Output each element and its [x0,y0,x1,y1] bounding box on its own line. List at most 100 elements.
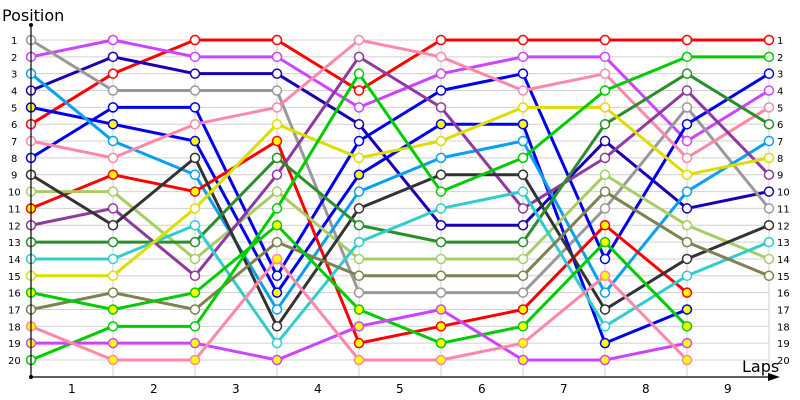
data-point-marker [763,186,775,197]
data-point-marker [189,236,201,248]
data-point-marker [271,287,283,298]
data-point-marker [107,321,119,332]
markers-light-green [25,169,775,265]
data-point-marker [107,337,119,349]
y-tick-label: 1 [11,36,17,47]
data-point-marker [271,169,283,180]
data-point-marker [107,186,119,197]
data-point-marker [435,85,447,96]
data-point-marker [189,102,201,113]
y-tick-label: 10 [8,188,21,199]
data-point-marker [435,321,447,332]
data-point-marker [271,253,283,265]
data-point-marker [763,85,775,96]
markers-magenta [25,34,775,147]
data-point-marker [435,34,447,46]
y-tick-label-right: 19 [777,339,790,350]
data-point-marker [353,102,365,113]
data-point-marker [189,51,201,63]
data-point-marker [353,34,365,46]
series-line [30,38,770,160]
data-point-marker [435,236,447,248]
y-tick-label: 6 [11,120,17,131]
data-point-marker [353,220,365,231]
data-point-marker [435,304,447,315]
data-point-marker [763,135,775,147]
data-point-marker [517,236,529,248]
data-point-marker [189,270,201,282]
x-tick-label: 9 [724,382,732,396]
y-tick-label: 11 [8,204,21,215]
data-point-marker [681,354,693,366]
data-point-marker [353,203,365,214]
data-point-marker [681,85,693,96]
data-point-marker [763,102,775,113]
data-point-marker [189,337,201,349]
x-axis-arrow-icon [768,373,780,381]
y-tick-label-right: 6 [777,120,783,131]
data-point-marker [599,253,611,265]
data-point-marker [517,169,529,180]
data-point-marker [435,135,447,147]
data-point-marker [763,203,775,214]
data-point-marker [107,51,119,63]
data-point-marker [353,186,365,197]
data-point-marker [763,68,775,79]
series-lines [25,34,775,366]
data-point-marker [763,253,775,265]
data-point-marker [107,118,119,130]
data-point-marker [353,321,365,332]
data-point-marker [353,270,365,282]
data-point-marker [763,169,775,180]
data-point-marker [599,68,611,79]
data-point-marker [189,304,201,315]
data-point-marker [517,354,529,366]
data-point-marker [517,287,529,298]
data-point-marker [517,152,529,164]
data-point-marker [763,152,775,164]
y-tick-label: 19 [8,339,21,350]
data-point-marker [599,287,611,298]
data-point-marker [435,169,447,180]
x-tick-label: 6 [478,382,486,396]
data-point-marker [681,68,693,79]
data-point-marker [599,203,611,214]
markers-dark-gray [25,152,775,332]
data-point-marker [271,354,283,366]
data-point-marker [435,337,447,349]
data-point-marker [189,85,201,96]
data-point-marker [271,118,283,130]
data-point-marker [271,152,283,164]
y-tick-label: 5 [11,103,17,114]
data-point-marker [107,203,119,214]
data-point-marker [681,51,693,63]
y-tick-label-right: 2 [777,53,783,64]
y-tick-label: 18 [8,322,21,333]
x-tick-labels: 1 2 3 4 5 6 7 8 9 [68,382,732,396]
data-point-marker [189,152,201,164]
data-point-marker [763,220,775,231]
x-tick-label: 8 [642,382,650,396]
y-tick-label-right: 14 [777,255,790,266]
data-point-marker [107,236,119,248]
y-tick-label: 7 [11,137,17,148]
data-point-marker [763,236,775,248]
data-point-marker [599,304,611,315]
data-point-marker [599,102,611,113]
data-point-marker [353,85,365,96]
data-point-marker [517,321,529,332]
data-point-marker [353,118,365,130]
markers-green-yellow [25,220,693,349]
data-point-marker [763,270,775,282]
y-tick-label-right: 15 [777,272,790,283]
y-tick-label-right: 1 [777,36,783,47]
data-point-marker [435,51,447,63]
x-tick-label: 1 [68,382,76,396]
markers-purple [25,51,775,282]
y-tick-label-right: 17 [777,305,790,316]
y-axis-title: Position [2,6,64,25]
series-line [31,173,770,261]
series-yellow [31,105,770,278]
data-point-marker [681,186,693,197]
